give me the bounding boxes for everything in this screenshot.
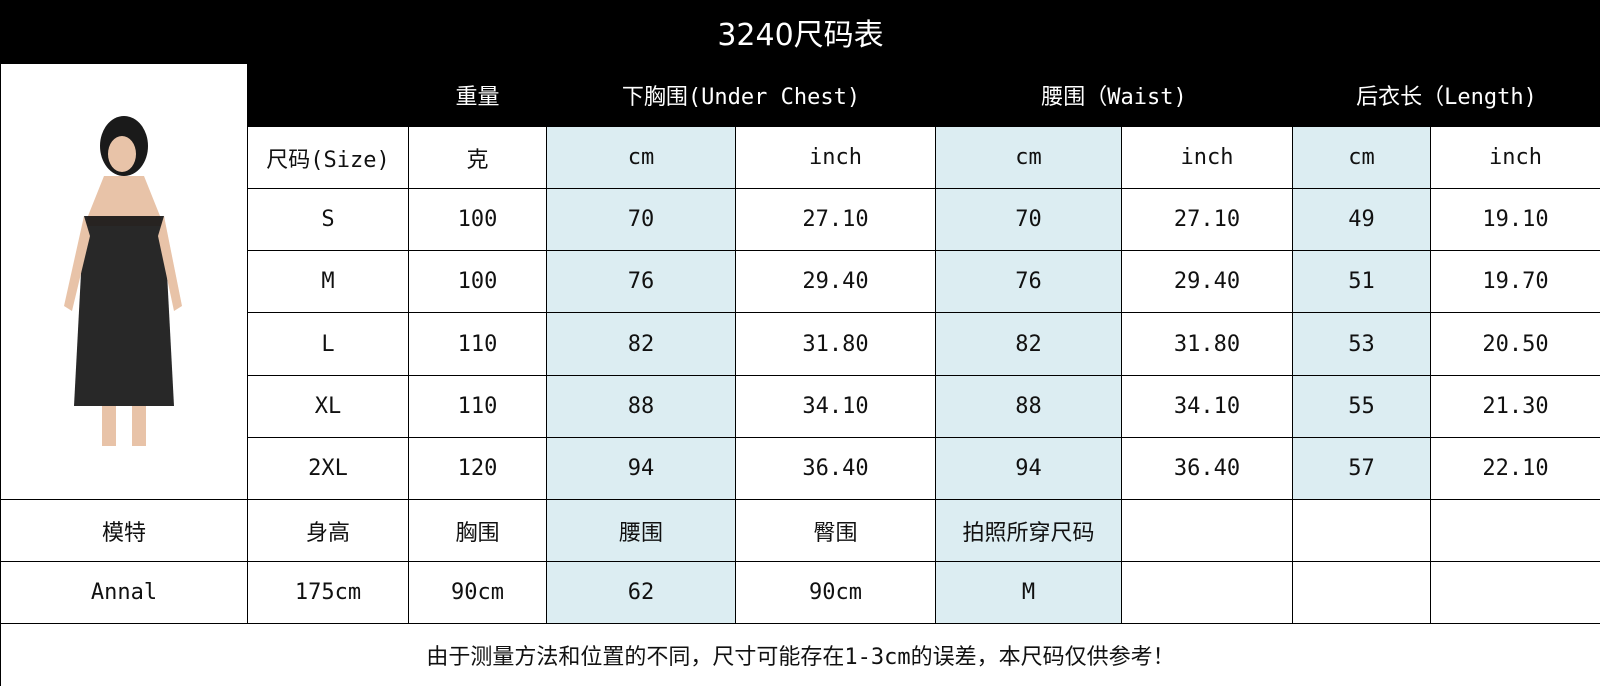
size-cell: 76 — [935, 250, 1122, 313]
empty-cell — [1430, 561, 1600, 624]
size-cell: 2XL — [247, 437, 409, 500]
empty-cell — [1430, 499, 1600, 562]
model-cell: 腰围 — [546, 499, 736, 562]
model-cell: 90cm — [408, 561, 547, 624]
size-cell: 29.40 — [735, 250, 936, 313]
size-cell: 110 — [408, 312, 547, 376]
size-cell: 55 — [1292, 375, 1431, 438]
header-cell: 后衣长（Length) — [1292, 63, 1600, 127]
size-cell: 20.50 — [1430, 312, 1600, 376]
unit-cell: cm — [546, 126, 736, 189]
size-cell: 94 — [546, 437, 736, 500]
model-cell: 62 — [546, 561, 736, 624]
unit-cell: inch — [1121, 126, 1293, 189]
model-cell: M — [935, 561, 1122, 624]
model-cell: 拍照所穿尺码 — [935, 499, 1122, 562]
size-cell: 19.10 — [1430, 188, 1600, 251]
size-cell: 88 — [546, 375, 736, 438]
model-cell: 90cm — [735, 561, 936, 624]
size-cell: 21.30 — [1430, 375, 1600, 438]
size-cell: 29.40 — [1121, 250, 1293, 313]
header-cell: 下胸围(Under Chest) — [546, 63, 936, 127]
table-title: 3240尺码表 — [0, 0, 1600, 64]
model-figure — [64, 116, 182, 446]
unit-cell: 尺码(Size) — [247, 126, 409, 189]
size-cell: 53 — [1292, 312, 1431, 376]
size-cell: 51 — [1292, 250, 1431, 313]
model-cell: 胸围 — [408, 499, 547, 562]
unit-cell: 克 — [408, 126, 547, 189]
model-cell: 175cm — [247, 561, 409, 624]
unit-cell: inch — [735, 126, 936, 189]
size-cell: 27.10 — [1121, 188, 1293, 251]
size-cell: 70 — [546, 188, 736, 251]
size-cell: 94 — [935, 437, 1122, 500]
size-cell: 70 — [935, 188, 1122, 251]
size-cell: M — [247, 250, 409, 313]
size-cell: 82 — [935, 312, 1122, 376]
size-cell: L — [247, 312, 409, 376]
size-cell: 31.80 — [735, 312, 936, 376]
header-cell — [247, 63, 409, 127]
size-cell: 57 — [1292, 437, 1431, 500]
size-cell: 110 — [408, 375, 547, 438]
size-cell: 34.10 — [1121, 375, 1293, 438]
size-cell: 100 — [408, 250, 547, 313]
size-cell: S — [247, 188, 409, 251]
empty-cell — [1121, 499, 1293, 562]
size-cell: 88 — [935, 375, 1122, 438]
size-cell: 36.40 — [735, 437, 936, 500]
size-cell: 82 — [546, 312, 736, 376]
size-cell: 34.10 — [735, 375, 936, 438]
size-cell: 49 — [1292, 188, 1431, 251]
size-cell: 31.80 — [1121, 312, 1293, 376]
size-cell: 36.40 — [1121, 437, 1293, 500]
size-cell: 120 — [408, 437, 547, 500]
empty-cell — [1121, 561, 1293, 624]
size-cell: 27.10 — [735, 188, 936, 251]
model-cell: 身高 — [247, 499, 409, 562]
size-cell: XL — [247, 375, 409, 438]
model-cell: Annal — [0, 561, 248, 624]
unit-cell: inch — [1430, 126, 1600, 189]
footer-note: 由于测量方法和位置的不同，尺寸可能存在1-3cm的误差，本尺码仅供参考！ — [0, 623, 1600, 686]
model-cell: 臀围 — [735, 499, 936, 562]
empty-cell — [1292, 499, 1431, 562]
unit-cell: cm — [935, 126, 1122, 189]
size-cell: 22.10 — [1430, 437, 1600, 500]
model-photo — [0, 62, 248, 500]
model-cell: 模特 — [0, 499, 248, 562]
unit-cell: cm — [1292, 126, 1431, 189]
size-cell: 100 — [408, 188, 547, 251]
header-cell: 腰围（Waist) — [935, 63, 1293, 127]
header-cell: 重量 — [408, 63, 547, 127]
empty-cell — [1292, 561, 1431, 624]
size-cell: 19.70 — [1430, 250, 1600, 313]
size-cell: 76 — [546, 250, 736, 313]
